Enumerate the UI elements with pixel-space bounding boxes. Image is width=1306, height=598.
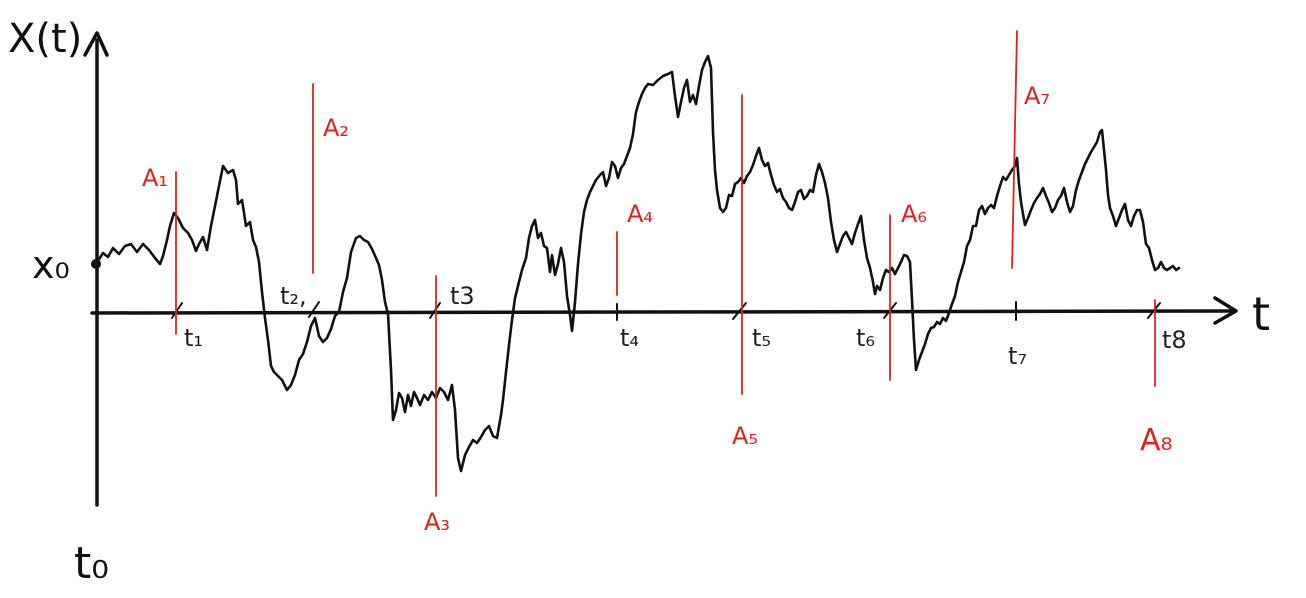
marker-lines	[175, 30, 1156, 497]
tick-mark-t5	[732, 302, 747, 320]
y-axis-label: X(t)	[8, 16, 82, 62]
origin-label: t₀	[74, 538, 109, 589]
tick-mark-t1	[171, 302, 183, 319]
marker-label-a7: A₇	[1024, 82, 1050, 110]
process-path	[94, 54, 1181, 473]
marker-labels: A₁ A₂ A₃ A₄ A₅ A₆ A₇ A₈	[142, 82, 1173, 536]
time-tick-labels: t₁ t₂, t3 t₄ t₅ t₆ t₇ t8	[184, 282, 1187, 370]
marker-label-a8: A₈	[1140, 423, 1173, 458]
marker-label-a2: A₂	[323, 114, 349, 142]
marker-label-a5: A₅	[732, 422, 758, 450]
tick-label-t4: t₄	[620, 324, 639, 352]
tick-label-t2: t₂,	[280, 282, 307, 310]
tick-mark-t2	[308, 301, 320, 318]
marker-label-a1: A₁	[142, 164, 168, 192]
marker-line-a7	[1011, 30, 1018, 269]
tick-label-t3: t3	[450, 282, 475, 310]
x-axis-label: t	[1252, 287, 1270, 341]
x-axis-arrowhead	[1213, 296, 1238, 325]
tick-label-t7: t₇	[1008, 342, 1027, 370]
marker-label-a3: A₃	[424, 508, 450, 536]
y-axis-arrowhead	[83, 31, 109, 57]
tick-label-t6: t₆	[856, 324, 875, 352]
start-value-label: x₀	[32, 243, 70, 287]
tick-label-t1: t₁	[184, 324, 203, 352]
tick-label-t5: t₅	[752, 324, 771, 352]
tick-mark-t3	[429, 302, 441, 319]
tick-mark-t8	[1147, 302, 1161, 319]
marker-label-a4: A₄	[627, 200, 653, 228]
x-axis	[90, 309, 1234, 315]
axes	[83, 31, 1238, 507]
tick-label-t8: t8	[1162, 326, 1187, 354]
marker-label-a6: A₆	[901, 200, 927, 228]
